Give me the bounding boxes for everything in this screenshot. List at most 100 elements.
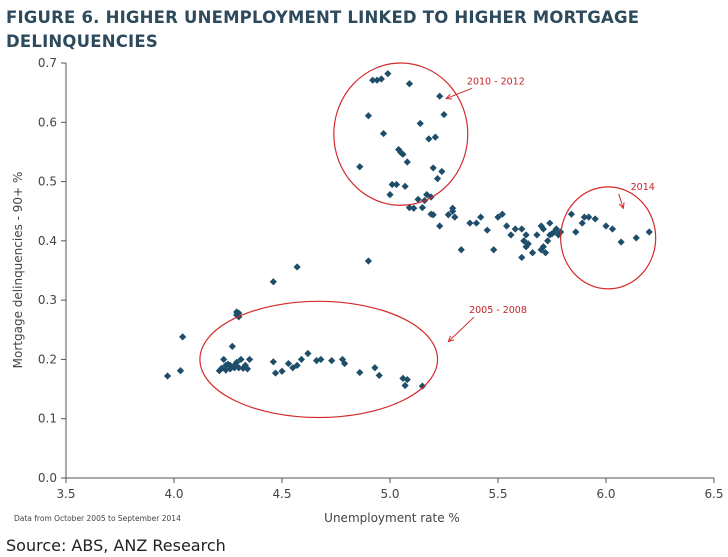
data-point (401, 381, 409, 390)
y-tick-label: 0.7 (38, 56, 57, 70)
data-point (377, 75, 385, 83)
y-tick-label: 0.6 (38, 115, 57, 129)
data-point (163, 372, 172, 380)
data-point (241, 361, 249, 369)
axes: 3.5 4.0 4.5 5.0 5.5 6.0 6.5 0.0 0.1 0.2 0.3 0.4 0.5 0… (38, 56, 724, 501)
data-point (632, 234, 640, 242)
data-point (585, 213, 593, 221)
data-point (490, 246, 498, 254)
data-point (608, 225, 617, 233)
data-point (246, 355, 254, 364)
data-point (554, 231, 563, 239)
data-point (546, 219, 554, 227)
data-point (233, 358, 241, 366)
data-point (237, 355, 245, 364)
data-point (364, 257, 372, 265)
data-point (293, 263, 301, 271)
data-point (472, 219, 480, 227)
annotation-ellipse (199, 300, 439, 419)
data-point (444, 211, 452, 219)
data-point (544, 237, 552, 245)
annotation-arrow (447, 316, 475, 343)
annotation-ellipse (333, 62, 469, 206)
data-point (431, 133, 439, 141)
data-point (427, 210, 435, 218)
data-point (341, 359, 349, 368)
data-point (399, 150, 407, 158)
data-point (179, 333, 187, 341)
data-point (375, 371, 383, 380)
data-point (405, 204, 414, 212)
data-point (436, 222, 444, 230)
data-point (226, 361, 234, 369)
data-point (591, 215, 599, 223)
data-point (438, 167, 446, 176)
data-point (449, 207, 457, 215)
data-point (271, 369, 280, 377)
source-caption: Source: ABS, ANZ Research (6, 536, 226, 555)
data-point (364, 112, 372, 120)
data-point (369, 76, 377, 84)
data-point (522, 231, 530, 239)
y-axis-title: Mortgage delinquencies - 90+ % (11, 172, 25, 369)
data-point (498, 210, 506, 218)
data-point (418, 382, 426, 390)
annotation-arrowhead (445, 93, 453, 100)
x-tick-label: 4.0 (164, 487, 183, 501)
data-point (410, 204, 418, 212)
data-point (645, 228, 653, 236)
data-point (533, 231, 541, 239)
data-point (503, 222, 511, 230)
data-point (416, 119, 424, 128)
data-point (269, 278, 277, 286)
data-point (518, 225, 526, 233)
x-tick-label: 5.5 (488, 487, 507, 501)
data-point (405, 80, 414, 88)
x-tick-label: 6.0 (596, 487, 615, 501)
data-point (222, 366, 230, 374)
data-point (537, 246, 545, 254)
data-point (304, 349, 312, 358)
data-point (520, 237, 528, 245)
data-point (379, 129, 388, 138)
annotation-arrow (618, 193, 624, 209)
annotation-ellipse (560, 186, 657, 290)
y-tick-label: 0.4 (38, 234, 57, 248)
data-point (356, 368, 364, 377)
data-point (518, 253, 526, 262)
data-point (552, 225, 560, 233)
data-point (401, 182, 409, 190)
data-point (215, 367, 223, 375)
x-tick-label: 6.5 (704, 487, 723, 501)
data-point (371, 364, 379, 372)
data-point (414, 195, 422, 203)
data-point (539, 225, 547, 233)
x-tick-label: 4.5 (272, 487, 291, 501)
data-point (429, 164, 437, 172)
annotation-arrowhead (447, 335, 455, 343)
data-point (433, 175, 442, 183)
data-point (220, 355, 228, 364)
data-point (550, 228, 558, 236)
data-point (399, 374, 407, 382)
data-point (403, 375, 411, 384)
data-point (269, 358, 277, 366)
scatter-points (163, 70, 653, 390)
data-point (567, 210, 576, 218)
annotation-label: 2014 (631, 182, 655, 193)
data-point (278, 367, 286, 375)
data-point (328, 357, 336, 365)
data-point (384, 70, 392, 78)
data-point (423, 191, 431, 199)
data-point (284, 359, 293, 368)
data-point (427, 193, 435, 201)
data-point (297, 355, 306, 364)
scatter-chart: 3.5 4.0 4.5 5.0 5.5 6.0 6.5 0.0 0.1 0.2 0.3 0.4 0.5 0… (11, 56, 724, 525)
x-axis-title: Unemployment rate % (324, 511, 460, 525)
data-point (483, 226, 491, 234)
annotation-label: 2010 - 2012 (467, 76, 525, 87)
x-tick-label: 3.5 (56, 487, 75, 501)
data-point (239, 364, 247, 372)
data-point (228, 342, 236, 350)
data-point (524, 240, 532, 248)
